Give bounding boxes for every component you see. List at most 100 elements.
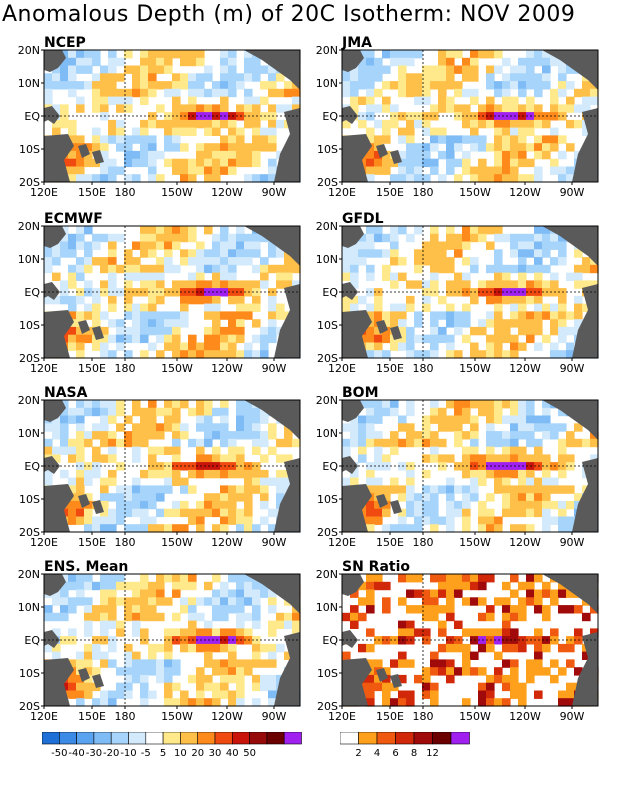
colorbar-swatch <box>214 732 233 745</box>
y-tick-label: 10N <box>18 427 40 440</box>
colorbar-label: -40 <box>68 748 84 759</box>
y-tick-label: 10N <box>316 77 338 90</box>
x-tick-label: 150W <box>459 186 491 199</box>
x-tick-label: 90W <box>560 362 585 375</box>
colorbar-swatch <box>358 732 378 745</box>
y-tick-label: 10N <box>18 77 40 90</box>
y-tick-label: 20S <box>317 352 338 365</box>
y-tick-label: EQ <box>322 634 338 647</box>
y-tick-label: 20N <box>316 568 338 581</box>
x-tick-label: 150W <box>161 710 193 723</box>
colorbar-swatch <box>162 732 181 745</box>
panel-title: GFDL <box>342 211 384 227</box>
x-tick-label: 90W <box>560 186 585 199</box>
x-tick-label: 180 <box>115 362 136 375</box>
x-tick-label: 90W <box>262 362 287 375</box>
colorbar-swatch <box>340 732 359 745</box>
y-tick-label: 20S <box>317 176 338 189</box>
colorbar-swatch <box>432 732 452 745</box>
map-panel: 20N 10N EQ 10S 20S 120E 150E 180 150W 120W 90W NASA <box>0 385 301 558</box>
x-tick-label: 180 <box>115 536 136 549</box>
x-tick-label: 150W <box>161 186 193 199</box>
map-panel: 20N 10N EQ 10S 20S 120E 150E 180 150W 120W 90W SN R… <box>298 559 599 732</box>
y-tick-label: 10N <box>18 253 40 266</box>
x-tick-label: 180 <box>413 536 434 549</box>
panel-title: BOM <box>342 385 379 401</box>
x-tick-label: 180 <box>115 186 136 199</box>
colorbar-label: 12 <box>426 748 439 759</box>
colorbar-swatch <box>413 732 433 745</box>
x-tick-label: 90W <box>262 186 287 199</box>
colorbar-label: 40 <box>226 748 239 759</box>
y-tick-label: 10N <box>316 601 338 614</box>
y-tick-label: 20N <box>316 44 338 57</box>
colorbar-swatch <box>450 732 470 745</box>
x-tick-label: 120W <box>509 710 541 723</box>
x-tick-label: 120W <box>509 536 541 549</box>
map-panel: 20N 10N EQ 10S 20S 120E 150E 180 150W 120W 90W ECMW… <box>0 211 301 384</box>
x-tick-label: 180 <box>413 186 434 199</box>
x-tick-label: 120E <box>30 362 58 375</box>
sn-ratio-colorbar: 2 4 6 8 12 <box>340 732 470 759</box>
colorbar-swatch <box>42 732 60 745</box>
colorbar-swatch <box>283 732 302 745</box>
y-tick-label: 20N <box>18 568 40 581</box>
figure-title: Anomalous Depth (m) of 20C Isotherm: NOV… <box>2 2 576 27</box>
x-tick-label: 120W <box>509 186 541 199</box>
y-tick-label: 20S <box>317 700 338 713</box>
y-tick-label: 10S <box>19 667 40 680</box>
x-tick-label: 120E <box>328 186 356 199</box>
panel-title: SN Ratio <box>342 559 411 575</box>
colorbar-swatch <box>145 732 164 745</box>
map-panel: 20N 10N EQ 10S 20S 120E 150E 180 150W 120W 90W JMA <box>298 35 599 208</box>
colorbar-swatch <box>128 732 147 745</box>
depth-colorbar: -50 -40 -30 -20 -10 -5 5 10 20 30 40 50 <box>42 732 302 759</box>
x-tick-label: 150E <box>376 186 404 199</box>
y-tick-label: EQ <box>24 286 40 299</box>
x-tick-label: 150E <box>78 362 106 375</box>
x-tick-label: 150W <box>161 536 193 549</box>
x-tick-label: 90W <box>560 710 585 723</box>
panel-title: NCEP <box>44 35 86 51</box>
y-tick-label: 10S <box>317 493 338 506</box>
x-tick-label: 180 <box>115 710 136 723</box>
panel-title: JMA <box>342 35 372 51</box>
colorbar-label: -30 <box>86 748 102 759</box>
colorbar-swatch <box>232 732 250 745</box>
colorbar-swatch <box>93 732 112 745</box>
x-tick-label: 120E <box>328 536 356 549</box>
x-tick-label: 150W <box>161 362 193 375</box>
x-tick-label: 120W <box>211 186 243 199</box>
colorbar-label: 8 <box>411 748 417 759</box>
x-tick-label: 150E <box>78 186 106 199</box>
y-tick-label: 20N <box>18 394 40 407</box>
colorbar-swatch <box>110 732 129 745</box>
y-tick-label: EQ <box>322 286 338 299</box>
x-tick-label: 150W <box>459 362 491 375</box>
colorbar-label: 5 <box>160 748 166 759</box>
x-tick-label: 120E <box>30 536 58 549</box>
y-tick-label: EQ <box>322 110 338 123</box>
colorbar-swatch <box>76 732 95 745</box>
y-tick-label: 20S <box>317 526 338 539</box>
y-tick-label: 10S <box>317 319 338 332</box>
x-tick-label: 150E <box>78 710 106 723</box>
x-tick-label: 90W <box>262 536 287 549</box>
colorbar-swatch <box>180 732 198 745</box>
y-tick-label: EQ <box>322 460 338 473</box>
x-tick-label: 120W <box>211 710 243 723</box>
y-tick-label: 10S <box>317 667 338 680</box>
map-panel: 20N 10N EQ 10S 20S 120E 150E 180 150W 120W 90W ENS.… <box>0 559 301 732</box>
x-tick-label: 150E <box>376 536 404 549</box>
y-tick-label: 20N <box>18 220 40 233</box>
panel-title: NASA <box>44 385 88 401</box>
y-tick-label: 10S <box>19 143 40 156</box>
y-tick-label: EQ <box>24 110 40 123</box>
x-tick-label: 120E <box>328 362 356 375</box>
x-tick-label: 150E <box>78 536 106 549</box>
